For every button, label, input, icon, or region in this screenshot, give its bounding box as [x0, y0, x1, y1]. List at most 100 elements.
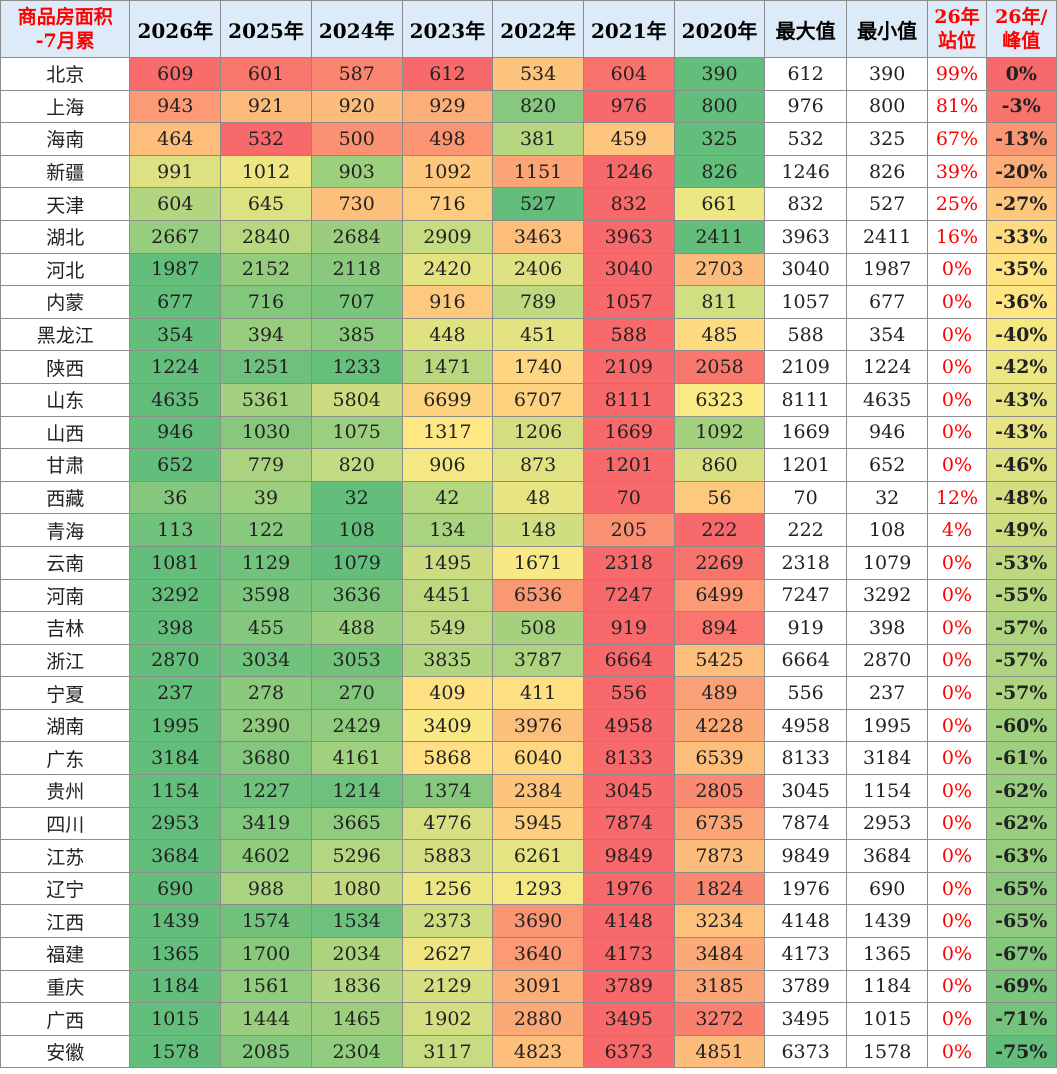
value-cell: 2953: [129, 806, 222, 841]
max-cell: 2318: [764, 545, 847, 580]
value-cell: 549: [401, 611, 494, 645]
value-cell: 645: [220, 187, 312, 221]
max-cell: 919: [764, 611, 847, 645]
value-cell: 2152: [220, 252, 312, 287]
value-cell: 2304: [310, 1034, 403, 1069]
value-cell: 390: [673, 57, 766, 91]
value-cell: 70: [582, 480, 675, 515]
value-cell: 2034: [310, 937, 403, 971]
max-cell: 3040: [764, 252, 847, 287]
value-cell: 916: [401, 285, 494, 319]
value-cell: 3684: [129, 839, 222, 873]
province-cell: 浙江: [0, 643, 131, 678]
value-cell: 1154: [129, 774, 222, 808]
value-cell: 508: [492, 611, 584, 645]
province-cell: 四川: [0, 806, 131, 841]
value-cell: 3053: [310, 643, 403, 678]
value-cell: 609: [129, 57, 222, 91]
position-cell: 0%: [927, 578, 987, 613]
table-row: 北京 609 601 587 612 534 604 390 612 390 99% 0%: [0, 57, 1057, 91]
value-cell: 604: [129, 187, 222, 221]
table-row: 安徽 1578 2085 2304 3117 4823 6373 4851 6373 1578 0%…: [0, 1034, 1057, 1069]
value-cell: 485: [673, 317, 766, 352]
table-row: 宁夏 237 278 270 409 411 556 489 556 237 0% -57%: [0, 676, 1057, 710]
max-cell: 3963: [764, 219, 847, 254]
value-cell: 716: [401, 187, 494, 221]
header-year: 2022年: [492, 0, 584, 58]
value-cell: 1080: [310, 871, 403, 906]
ratio-cell: -40%: [985, 317, 1057, 352]
ratio-cell: -43%: [985, 382, 1057, 417]
value-cell: 5945: [492, 806, 584, 841]
ratio-cell: -61%: [985, 741, 1057, 776]
value-cell: 354: [129, 317, 222, 352]
min-cell: 2870: [845, 643, 929, 678]
value-cell: 2411: [673, 219, 766, 254]
position-cell: 0%: [927, 839, 987, 873]
value-cell: 5804: [310, 382, 403, 417]
value-cell: 929: [401, 89, 494, 124]
value-cell: 556: [582, 676, 675, 710]
value-cell: 1976: [582, 871, 675, 906]
value-cell: 1246: [582, 154, 675, 189]
table-row: 云南 1081 1129 1079 1495 1671 2318 2269 2318 1079 0%…: [0, 545, 1057, 580]
value-cell: 527: [492, 187, 584, 221]
ratio-cell: -48%: [985, 480, 1057, 515]
value-cell: 2627: [401, 937, 494, 971]
value-cell: 411: [492, 676, 584, 710]
position-cell: 0%: [927, 969, 987, 1004]
min-cell: 390: [845, 57, 929, 91]
min-cell: 1079: [845, 545, 929, 580]
value-cell: 588: [582, 317, 675, 352]
value-cell: 4635: [129, 382, 222, 417]
value-cell: 943: [129, 89, 222, 124]
value-cell: 1081: [129, 545, 222, 580]
value-cell: 32: [310, 480, 403, 515]
province-cell: 辽宁: [0, 871, 131, 906]
header-province: 商品房面积 -7月累: [0, 0, 131, 58]
min-cell: 237: [845, 676, 929, 710]
max-cell: 4148: [764, 904, 847, 939]
value-cell: 690: [129, 871, 222, 906]
max-cell: 3789: [764, 969, 847, 1004]
table-header: 商品房面积 -7月累 2026年 2025年 2024年 2023年 2022年…: [0, 0, 1057, 58]
value-cell: 532: [220, 122, 312, 156]
value-cell: 3272: [673, 1002, 766, 1036]
value-cell: 148: [492, 513, 584, 547]
position-cell: 0%: [927, 448, 987, 482]
min-cell: 2953: [845, 806, 929, 841]
value-cell: 4228: [673, 708, 766, 743]
table-row: 上海 943 921 920 929 820 976 800 976 800 81% -3%: [0, 89, 1057, 124]
value-cell: 1365: [129, 937, 222, 971]
value-cell: 205: [582, 513, 675, 547]
value-cell: 2058: [673, 350, 766, 384]
position-cell: 0%: [927, 806, 987, 841]
value-cell: 2373: [401, 904, 494, 939]
position-cell: 0%: [927, 252, 987, 287]
table-row: 青海 113 122 108 134 148 205 222 222 108 4% -49%: [0, 513, 1057, 547]
value-cell: 2667: [129, 219, 222, 254]
table-row: 海南 464 532 500 498 381 459 325 532 325 67% -13%: [0, 122, 1057, 156]
province-cell: 吉林: [0, 611, 131, 645]
value-cell: 894: [673, 611, 766, 645]
value-cell: 1057: [582, 285, 675, 319]
table-row: 江西 1439 1574 1534 2373 3690 4148 3234 4148 1439 0%…: [0, 904, 1057, 939]
value-cell: 716: [220, 285, 312, 319]
value-cell: 832: [582, 187, 675, 221]
value-cell: 903: [310, 154, 403, 189]
value-cell: 5296: [310, 839, 403, 873]
min-cell: 2411: [845, 219, 929, 254]
max-cell: 8111: [764, 382, 847, 417]
value-cell: 398: [129, 611, 222, 645]
min-cell: 1995: [845, 708, 929, 743]
value-cell: 5868: [401, 741, 494, 776]
ratio-cell: -36%: [985, 285, 1057, 319]
value-cell: 2909: [401, 219, 494, 254]
value-cell: 789: [492, 285, 584, 319]
header-year: 2021年: [582, 0, 675, 58]
table-row: 黑龙江 354 394 385 448 451 588 485 588 354 0% -40%: [0, 317, 1057, 352]
ratio-cell: -62%: [985, 806, 1057, 841]
table-row: 甘肃 652 779 820 906 873 1201 860 1201 652 0% -46%: [0, 448, 1057, 482]
ratio-cell: -75%: [985, 1034, 1057, 1069]
min-cell: 946: [845, 415, 929, 450]
